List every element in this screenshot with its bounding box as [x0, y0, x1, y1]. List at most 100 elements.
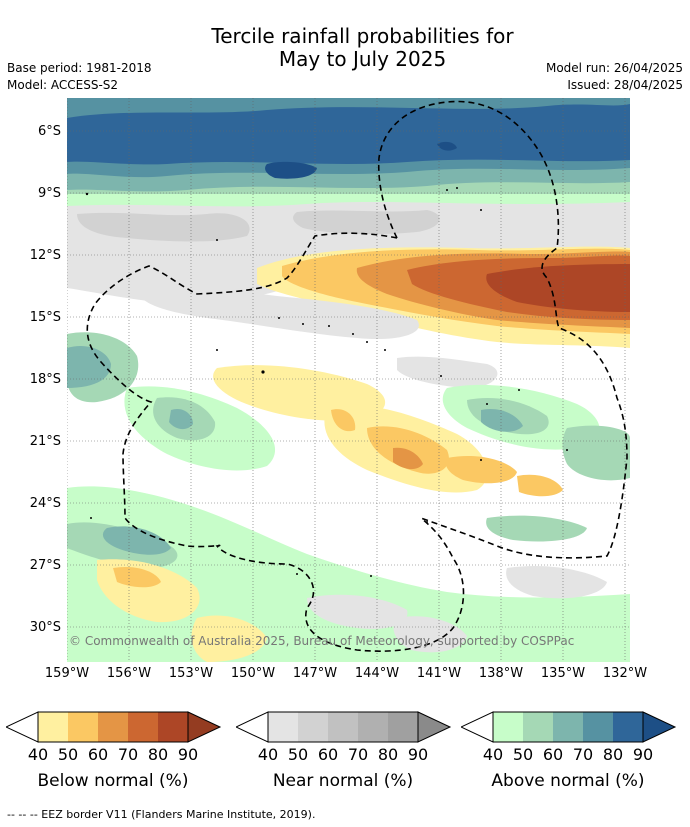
below-normal-label: Below normal (%) — [37, 771, 189, 791]
near-normal-patch — [506, 565, 607, 599]
colorbar-tick: 60 — [542, 745, 564, 764]
below-normal-patch — [393, 447, 423, 470]
colorbar-tick: 90 — [177, 745, 199, 764]
lon-label: 141°W — [416, 666, 462, 681]
colorbar-tick: 80 — [602, 745, 624, 764]
colorbar-tick: 60 — [87, 745, 109, 764]
colorbar-swatch — [358, 712, 388, 742]
colorbar-high-arrow — [187, 711, 222, 743]
lon-label: 144°W — [354, 666, 400, 681]
below-normal-peak — [486, 264, 630, 312]
below-normal-patch — [445, 455, 517, 484]
above-normal-core — [67, 104, 630, 165]
above-normal-patch — [486, 515, 587, 542]
colorbar-high-arrow — [417, 711, 452, 743]
above-normal-patch — [562, 425, 630, 481]
lat-label: 15°S — [29, 310, 61, 325]
lat-label: 6°S — [37, 124, 61, 139]
base-period: Base period: 1981-2018 — [7, 61, 152, 75]
model-run: Model run: 26/04/2025 — [545, 61, 683, 75]
colorbar-swatch — [68, 712, 98, 742]
above-normal-patch — [481, 408, 523, 432]
lon-label: 132°W — [602, 666, 648, 681]
colorbar-tick: 90 — [407, 745, 429, 764]
colorbar-tick: 40 — [257, 745, 279, 764]
issued-date: Issued: 28/04/2025 — [567, 78, 683, 92]
near-normal-band — [293, 210, 440, 235]
colorbar-swatch — [98, 712, 128, 742]
colorbar-tick: 80 — [147, 745, 169, 764]
map-title-line2: May to July 2025 — [278, 47, 447, 71]
near-normal-colorbar — [236, 711, 452, 743]
probability-map — [67, 98, 630, 662]
lat-label: 24°S — [29, 496, 61, 511]
colorbar-swatch — [268, 712, 298, 742]
colorbar-frame — [37, 711, 189, 743]
below-normal-patch — [113, 566, 161, 588]
colorbar-swatch — [613, 712, 643, 742]
eez-border — [86, 100, 628, 652]
colorbar-tick: 80 — [377, 745, 399, 764]
lat-label: 18°S — [29, 372, 61, 387]
lon-label: 135°W — [540, 666, 586, 681]
colorbar-swatch — [128, 712, 158, 742]
lat-label: 9°S — [37, 186, 61, 201]
copyright-notice: © Commonwealth of Australia 2025, Bureau… — [69, 634, 575, 648]
lat-label: 30°S — [29, 620, 61, 635]
colorbar-swatch — [583, 712, 613, 742]
islands — [85, 187, 568, 577]
near-normal-patch — [137, 285, 419, 340]
near-normal-patch — [397, 356, 498, 388]
lon-label: 138°W — [478, 666, 524, 681]
lat-label: 12°S — [29, 248, 61, 263]
above-normal-colorbar — [461, 711, 677, 743]
colorbar-tick: 70 — [347, 745, 369, 764]
colorbar-swatch — [493, 712, 523, 742]
above-normal-peak — [265, 161, 317, 179]
colorbar-low-arrow — [6, 711, 39, 743]
model-name: Model: ACCESS-S2 — [7, 78, 119, 92]
lon-label: 159°W — [44, 666, 90, 681]
lon-label: 147°W — [292, 666, 338, 681]
below-normal-patch — [517, 474, 563, 497]
colorbar-swatch — [553, 712, 583, 742]
colorbar-tick: 50 — [287, 745, 309, 764]
near-normal-patch — [393, 616, 467, 653]
colorbar-swatch — [38, 712, 68, 742]
colorbar-tick: 50 — [57, 745, 79, 764]
colorbar-low-arrow — [236, 711, 269, 743]
below-normal-colorbar — [6, 711, 222, 743]
colorbar-frame — [492, 711, 644, 743]
colorbar-tick: 60 — [317, 745, 339, 764]
near-normal-patch — [307, 594, 408, 630]
lat-label: 27°S — [29, 558, 61, 573]
colorbar-swatch — [158, 712, 188, 742]
above-normal-peak — [437, 141, 457, 151]
colorbar-tick: 90 — [632, 745, 654, 764]
map-canvas — [67, 98, 630, 662]
above-normal-patch — [67, 345, 111, 388]
colorbar-swatch — [298, 712, 328, 742]
colorbar-swatch — [328, 712, 358, 742]
below-normal-patch — [331, 409, 356, 432]
colorbar-high-arrow — [642, 711, 677, 743]
above-normal-patch — [169, 408, 193, 430]
colorbar-low-arrow — [461, 711, 494, 743]
eez-legend-note: -- -- -- EEZ border V11 (Flanders Marine… — [7, 808, 316, 821]
colorbar-tick: 40 — [27, 745, 49, 764]
colorbar-frame — [267, 711, 419, 743]
colorbar-tick: 40 — [482, 745, 504, 764]
near-normal-band — [77, 212, 250, 242]
below-normal-patch — [191, 615, 267, 662]
above-normal-patch — [102, 526, 171, 555]
lat-label: 21°S — [29, 434, 61, 449]
colorbar-swatch — [388, 712, 418, 742]
lon-label: 153°W — [168, 666, 214, 681]
colorbar-tick: 70 — [117, 745, 139, 764]
map-title-line1: Tercile rainfall probabilities for — [211, 24, 514, 48]
colorbar-tick: 50 — [512, 745, 534, 764]
lon-label: 150°W — [230, 666, 276, 681]
near-normal-label: Near normal (%) — [272, 771, 414, 791]
map-gridlines — [67, 98, 630, 662]
colorbar-swatch — [523, 712, 553, 742]
